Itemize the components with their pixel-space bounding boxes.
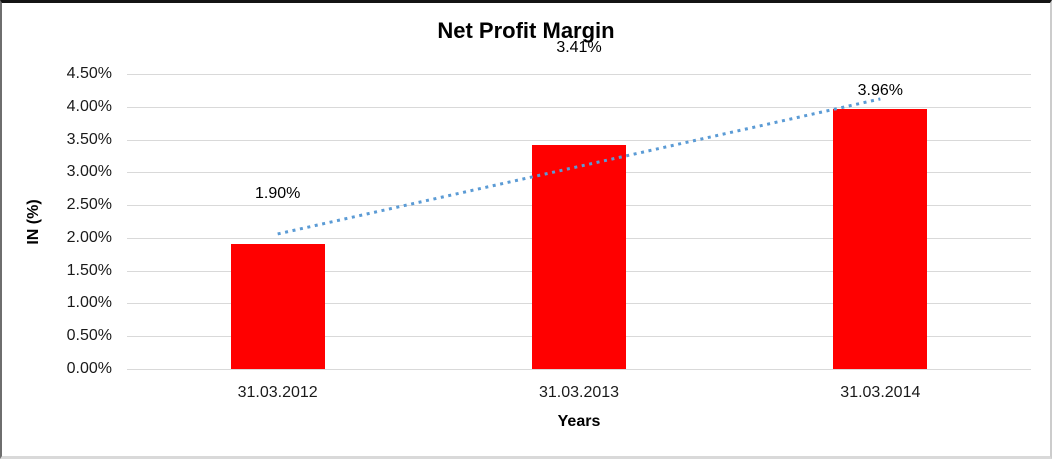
gridline [127,106,1031,108]
bar-31.03.2014 [833,109,928,369]
y-axis-title: IN (%) [25,199,42,245]
x-category-label: 31.03.2014 [840,384,921,401]
y-tick-label: 0.00% [66,360,112,377]
bar-31.03.2013 [532,145,626,369]
x-axis-title: Years [557,413,601,430]
gridline [127,74,1031,75]
gridline [127,369,1031,370]
x-category-label: 31.03.2012 [237,384,318,401]
y-tick-label: 3.50% [66,130,112,148]
data-label: 3.96% [857,82,904,99]
data-label: 3.41% [556,39,602,56]
y-tick-label: 4.50% [66,65,112,82]
y-tick-label: 1.50% [66,261,112,279]
y-tick-label: 1.00% [66,294,112,312]
data-label: 1.90% [254,185,301,202]
y-tick-label: 3.00% [66,163,112,181]
y-tick-label: 0.50% [66,327,112,345]
x-category-label: 31.03.2013 [538,384,620,401]
y-tick-label: 2.50% [66,196,112,214]
bar-31.03.2012 [230,244,325,369]
y-tick-label: 2.00% [66,228,112,246]
y-tick-label: 4.00% [66,97,112,115]
chart-title: Net Profit Margin [437,18,615,43]
